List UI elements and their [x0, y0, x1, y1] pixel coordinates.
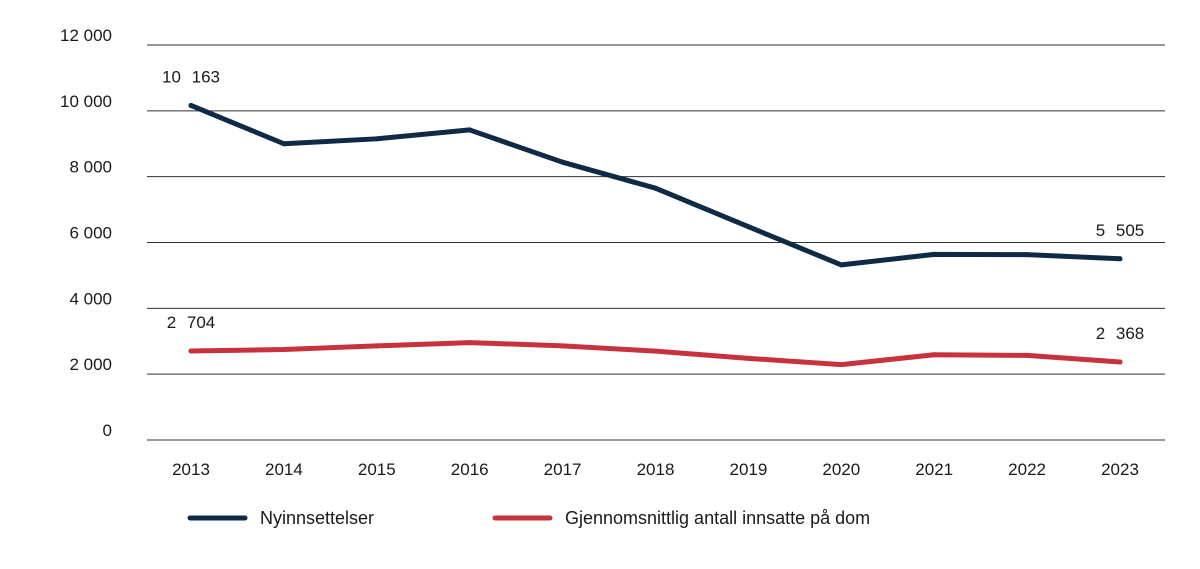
- y-tick-label: 8 000: [69, 158, 112, 177]
- x-tick-label: 2022: [1008, 460, 1046, 479]
- data-point: [560, 159, 566, 165]
- y-tick-label: 2 000: [69, 355, 112, 374]
- x-tick-label: 2020: [822, 460, 860, 479]
- data-point: [1024, 352, 1030, 358]
- x-tick-label: 2018: [637, 460, 675, 479]
- data-point: [560, 343, 566, 349]
- x-tick-label: 2015: [358, 460, 396, 479]
- data-point: [1117, 359, 1123, 365]
- data-point: [467, 127, 473, 133]
- legend-label: Gjennomsnittlig antall innsatte på dom: [565, 508, 870, 528]
- y-axis-ticks: 0 2 000 4 000 6 000 8 000 10 000 12 000: [60, 26, 112, 440]
- data-point: [467, 340, 473, 346]
- y-tick-label: 12 000: [60, 26, 112, 45]
- data-label: 5 505: [1096, 221, 1145, 240]
- y-tick-label: 6 000: [69, 224, 112, 243]
- data-point: [188, 348, 194, 354]
- data-point: [281, 141, 287, 147]
- data-point: [188, 102, 194, 108]
- x-axis-ticks: 2013 2014 2015 2016 2017 2018 2019 2020 2021 2022…: [172, 460, 1139, 479]
- x-tick-label: 2013: [172, 460, 210, 479]
- data-point: [374, 343, 380, 349]
- y-tick-label: 10 000: [60, 92, 112, 111]
- data-point: [281, 346, 287, 352]
- x-tick-label: 2021: [915, 460, 953, 479]
- data-label: 2 704: [167, 313, 216, 332]
- y-tick-label: 0: [103, 421, 112, 440]
- x-tick-label: 2019: [729, 460, 767, 479]
- y-tick-label: 4 000: [69, 289, 112, 308]
- gridlines: [147, 44, 1165, 441]
- data-label: 2 368: [1096, 324, 1145, 343]
- data-point: [653, 185, 658, 191]
- data-point: [931, 251, 937, 257]
- data-point: [745, 355, 751, 361]
- legend: Nyinnsettelser Gjennomsnittlig antall inn…: [187, 508, 870, 528]
- series-line: [188, 102, 1123, 268]
- data-label: 10 163: [162, 67, 220, 86]
- data-point: [374, 136, 380, 142]
- x-tick-label: 2014: [265, 460, 303, 479]
- data-labels: 10 163 5 505 2 704 2 368: [162, 67, 1144, 343]
- data-point: [931, 352, 937, 358]
- x-tick-label: 2023: [1101, 460, 1139, 479]
- data-point: [653, 348, 658, 354]
- data-point: [1117, 256, 1123, 262]
- x-tick-label: 2017: [544, 460, 582, 479]
- data-point: [1024, 252, 1030, 258]
- series-lines: [188, 102, 1123, 368]
- legend-label: Nyinnsettelser: [260, 508, 374, 528]
- data-point: [838, 262, 844, 268]
- data-point: [838, 362, 844, 368]
- x-tick-label: 2016: [451, 460, 489, 479]
- data-point: [745, 224, 751, 230]
